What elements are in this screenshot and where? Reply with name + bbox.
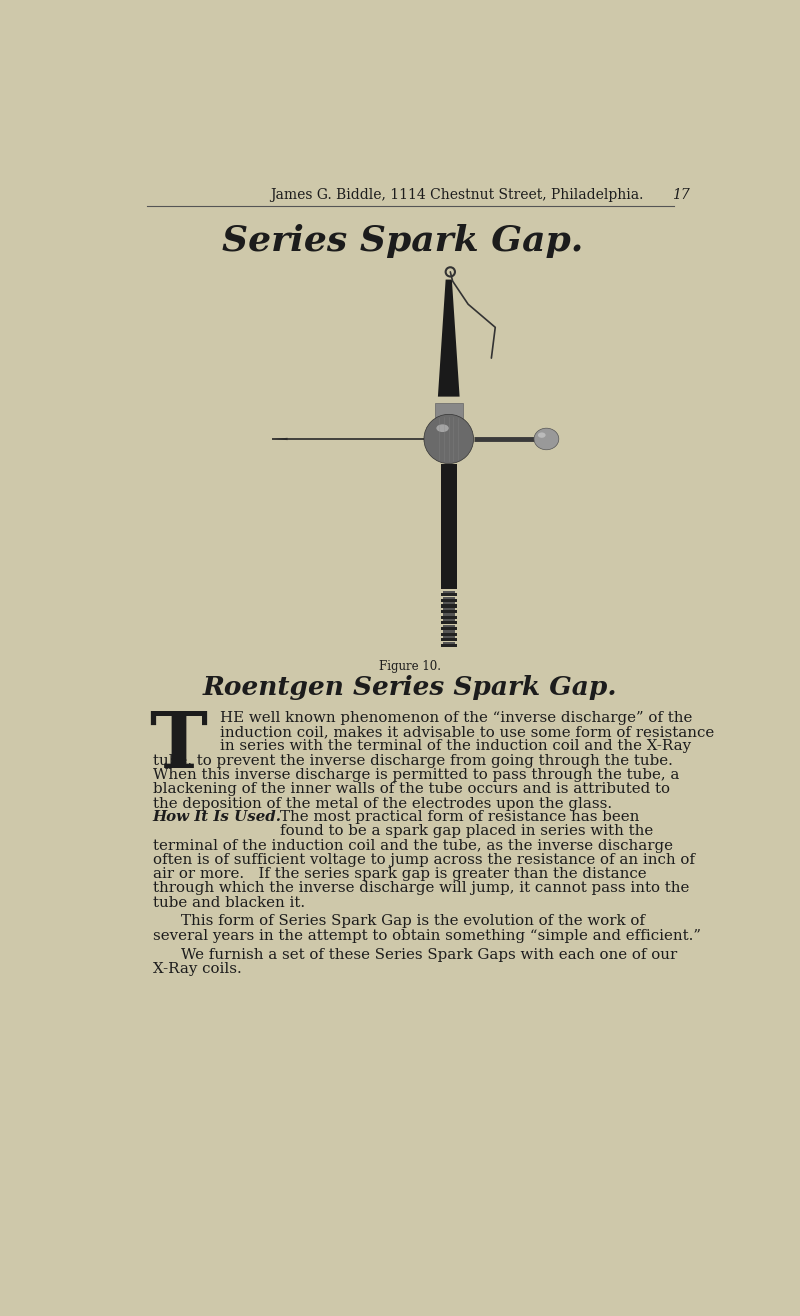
Bar [441,604,457,608]
Bar [441,611,457,613]
Bar [442,630,455,633]
Text: induction coil, makes it advisable to use some form of resistance: induction coil, makes it advisable to us… [220,725,714,740]
Bar [441,644,457,647]
Ellipse shape [534,428,559,450]
Text: the deposition of the metal of the electrodes upon the glass.: the deposition of the metal of the elect… [153,796,612,811]
Bar [441,621,457,624]
Text: T: T [149,708,206,784]
Bar [442,641,455,644]
Text: 17: 17 [672,188,690,201]
Bar [442,636,455,638]
Bar [442,613,455,616]
Ellipse shape [436,424,449,432]
Bar [441,638,457,641]
Text: Roentgen Series Spark Gap.: Roentgen Series Spark Gap. [202,675,618,700]
Bar [442,608,455,611]
Bar [441,599,457,601]
Bar [442,591,455,594]
Bar [435,403,462,420]
Text: James G. Biddle, 1114 Chestnut Street, Philadelphia.: James G. Biddle, 1114 Chestnut Street, P… [270,188,644,201]
Text: found to be a spark gap placed in series with the: found to be a spark gap placed in series… [280,824,653,838]
Bar [442,596,455,599]
Text: through which the inverse discharge will jump, it cannot pass into the: through which the inverse discharge will… [153,882,689,895]
Text: The most practical form of resistance has been: The most practical form of resistance ha… [280,811,639,824]
Bar [442,603,455,604]
Bar [441,463,457,590]
Polygon shape [438,279,459,396]
Text: terminal of the induction coil and the tube, as the inverse discharge: terminal of the induction coil and the t… [153,838,673,853]
Bar [442,619,455,621]
Text: This form of Series Spark Gap is the evolution of the work of: This form of Series Spark Gap is the evo… [182,915,646,929]
Text: in series with the terminal of the induction coil and the X-Ray: in series with the terminal of the induc… [220,740,691,753]
Text: When this inverse discharge is permitted to pass through the tube, a: When this inverse discharge is permitted… [153,769,679,782]
Text: often is of sufficient voltage to jump across the resistance of an inch of: often is of sufficient voltage to jump a… [153,853,694,867]
Text: Series Spark Gap.: Series Spark Gap. [222,224,583,258]
Bar [441,616,457,619]
Ellipse shape [538,433,546,438]
Bar [441,633,457,636]
Text: tube and blacken it.: tube and blacken it. [153,896,305,909]
Bar [442,625,455,626]
Text: X-Ray coils.: X-Ray coils. [153,962,242,975]
Text: We furnish a set of these Series Spark Gaps with each one of our: We furnish a set of these Series Spark G… [182,948,678,962]
Text: Figure 10.: Figure 10. [379,659,441,672]
Text: blackening of the inner walls of the tube occurs and is attributed to: blackening of the inner walls of the tub… [153,783,670,796]
Text: air or more.   If the series spark gap is greater than the distance: air or more. If the series spark gap is … [153,867,646,882]
Circle shape [424,415,474,463]
Text: How It Is Used.: How It Is Used. [153,811,282,824]
Bar [441,594,457,596]
Text: several years in the attempt to obtain something “simple and efficient.”: several years in the attempt to obtain s… [153,929,701,942]
Text: tube, to prevent the inverse discharge from going through the tube.: tube, to prevent the inverse discharge f… [153,754,673,769]
Text: HE well known phenomenon of the “inverse discharge” of the: HE well known phenomenon of the “inverse… [220,711,693,725]
Polygon shape [272,438,287,440]
Bar [441,626,457,630]
